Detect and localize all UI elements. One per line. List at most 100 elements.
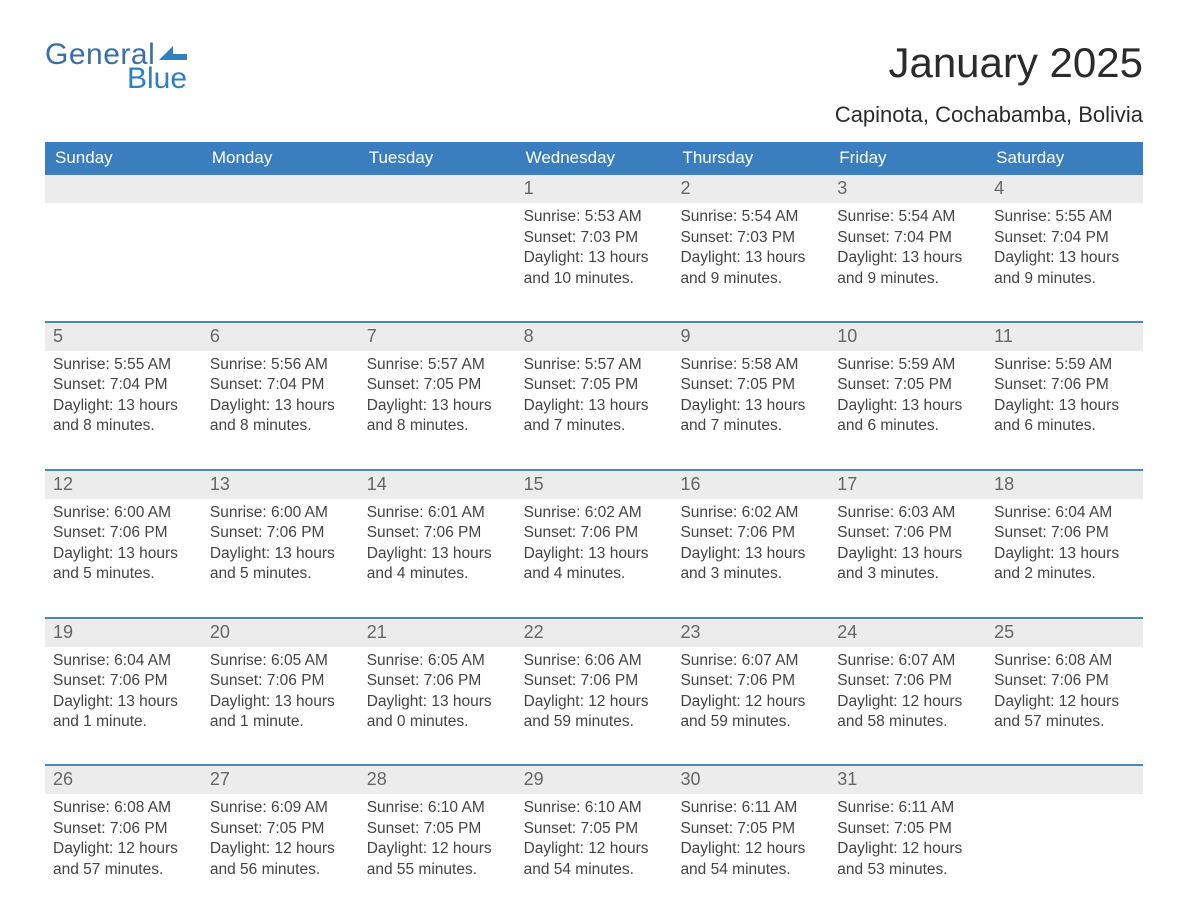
sunrise-line: Sunrise: 6:03 AM [837,503,978,523]
calendar-day: 24Sunrise: 6:07 AMSunset: 7:06 PMDayligh… [829,619,986,751]
day-number: 1 [516,175,673,203]
calendar: Sunday Monday Tuesday Wednesday Thursday… [45,142,1143,898]
day-number: 19 [45,619,202,647]
calendar-day: 20Sunrise: 6:05 AMSunset: 7:06 PMDayligh… [202,619,359,751]
month-title: January 2025 [835,40,1143,86]
day-body: Sunrise: 6:06 AMSunset: 7:06 PMDaylight:… [516,647,673,733]
sunrise-line: Sunrise: 5:59 AM [994,355,1135,375]
day-number: 16 [672,471,829,499]
sunrise-line: Sunrise: 6:04 AM [994,503,1135,523]
sunset-line: Sunset: 7:06 PM [994,523,1135,543]
sunset-line: Sunset: 7:05 PM [837,375,978,395]
day-body: Sunrise: 5:54 AMSunset: 7:03 PMDaylight:… [672,203,829,289]
sunset-line: Sunset: 7:03 PM [680,228,821,248]
sunrise-line: Sunrise: 6:11 AM [680,798,821,818]
day-number: 23 [672,619,829,647]
day-body [359,203,516,207]
sunset-line: Sunset: 7:06 PM [367,671,508,691]
day-body: Sunrise: 6:07 AMSunset: 7:06 PMDaylight:… [829,647,986,733]
day-number: 2 [672,175,829,203]
sunset-line: Sunset: 7:06 PM [994,375,1135,395]
day-number: 18 [986,471,1143,499]
calendar-day: 27Sunrise: 6:09 AMSunset: 7:05 PMDayligh… [202,766,359,898]
calendar-day [986,766,1143,898]
calendar-day [202,175,359,307]
sunrise-line: Sunrise: 6:10 AM [367,798,508,818]
sunrise-line: Sunrise: 5:57 AM [367,355,508,375]
day-body: Sunrise: 6:03 AMSunset: 7:06 PMDaylight:… [829,499,986,585]
sunrise-line: Sunrise: 5:54 AM [837,207,978,227]
calendar-day: 5Sunrise: 5:55 AMSunset: 7:04 PMDaylight… [45,323,202,455]
sunset-line: Sunset: 7:05 PM [524,375,665,395]
day-body: Sunrise: 5:58 AMSunset: 7:05 PMDaylight:… [672,351,829,437]
calendar-day: 18 Sunrise: 6:04 AMSunset: 7:06 PMDayligh… [986,471,1143,603]
sunrise-line: Sunrise: 5:55 AM [994,207,1135,227]
day-number: 5 [45,323,202,351]
day-body: Sunrise: 6:05 AMSunset: 7:06 PMDaylight:… [202,647,359,733]
day-number: 17 [829,471,986,499]
daylight-line: Daylight: 13 hours and 10 minutes. [524,248,665,289]
title-block: January 2025 Capinota, Cochabamba, Boliv… [835,40,1143,128]
sunrise-line: Sunrise: 6:11 AM [837,798,978,818]
daylight-line: Daylight: 12 hours and 55 minutes. [367,839,508,880]
day-body [986,794,1143,798]
calendar-day: 8Sunrise: 5:57 AMSunset: 7:05 PMDaylight… [516,323,673,455]
day-number: 30 [672,766,829,794]
daylight-line: Daylight: 13 hours and 5 minutes. [210,544,351,585]
calendar-day: 21Sunrise: 6:05 AMSunset: 7:06 PMDayligh… [359,619,516,751]
day-number: 9 [672,323,829,351]
day-body: Sunrise: 6:11 AMSunset: 7:05 PMDaylight:… [672,794,829,880]
dow-sunday: Sunday [45,142,202,175]
daylight-line: Daylight: 13 hours and 3 minutes. [837,544,978,585]
day-number: 6 [202,323,359,351]
day-number: 21 [359,619,516,647]
day-number: 4 [986,175,1143,203]
calendar-day: 15Sunrise: 6:02 AMSunset: 7:06 PMDayligh… [516,471,673,603]
day-number: 29 [516,766,673,794]
daylight-line: Daylight: 13 hours and 9 minutes. [680,248,821,289]
sunset-line: Sunset: 7:04 PM [53,375,194,395]
header: General Blue January 2025 Capinota, Coch… [45,40,1143,128]
sunrise-line: Sunrise: 5:57 AM [524,355,665,375]
calendar-day: 17Sunrise: 6:03 AMSunset: 7:06 PMDayligh… [829,471,986,603]
sunset-line: Sunset: 7:06 PM [680,671,821,691]
day-body: Sunrise: 6:08 AMSunset: 7:06 PMDaylight:… [986,647,1143,733]
brand-logo: General Blue [45,40,187,94]
location-text: Capinota, Cochabamba, Bolivia [835,102,1143,128]
day-number [359,175,516,203]
day-body: Sunrise: 6:01 AMSunset: 7:06 PMDaylight:… [359,499,516,585]
daylight-line: Daylight: 13 hours and 3 minutes. [680,544,821,585]
day-number: 10 [829,323,986,351]
calendar-day: 30Sunrise: 6:11 AMSunset: 7:05 PMDayligh… [672,766,829,898]
sunrise-line: Sunrise: 5:55 AM [53,355,194,375]
daylight-line: Daylight: 13 hours and 6 minutes. [837,396,978,437]
sunset-line: Sunset: 7:05 PM [367,375,508,395]
calendar-day: 25Sunrise: 6:08 AMSunset: 7:06 PMDayligh… [986,619,1143,751]
dow-saturday: Saturday [986,142,1143,175]
daylight-line: Daylight: 13 hours and 2 minutes. [994,544,1135,585]
day-number: 12 [45,471,202,499]
day-body: Sunrise: 6:02 AMSunset: 7:06 PMDaylight:… [516,499,673,585]
dow-wednesday: Wednesday [516,142,673,175]
weeks-container: 1Sunrise: 5:53 AMSunset: 7:03 PMDaylight… [45,175,1143,898]
daylight-line: Daylight: 12 hours and 57 minutes. [53,839,194,880]
daylight-line: Daylight: 12 hours and 54 minutes. [680,839,821,880]
day-number: 31 [829,766,986,794]
sunrise-line: Sunrise: 6:00 AM [53,503,194,523]
daylight-line: Daylight: 13 hours and 4 minutes. [367,544,508,585]
day-number: 14 [359,471,516,499]
day-number [986,766,1143,794]
day-number: 25 [986,619,1143,647]
dow-friday: Friday [829,142,986,175]
calendar-day: 28Sunrise: 6:10 AMSunset: 7:05 PMDayligh… [359,766,516,898]
calendar-day: 26Sunrise: 6:08 AMSunset: 7:06 PMDayligh… [45,766,202,898]
calendar-day [359,175,516,307]
daylight-line: Daylight: 13 hours and 8 minutes. [367,396,508,437]
sunset-line: Sunset: 7:05 PM [837,819,978,839]
sunrise-line: Sunrise: 6:02 AM [680,503,821,523]
day-number: 11 [986,323,1143,351]
day-number [202,175,359,203]
sunrise-line: Sunrise: 6:05 AM [210,651,351,671]
daylight-line: Daylight: 13 hours and 9 minutes. [994,248,1135,289]
sunset-line: Sunset: 7:03 PM [524,228,665,248]
